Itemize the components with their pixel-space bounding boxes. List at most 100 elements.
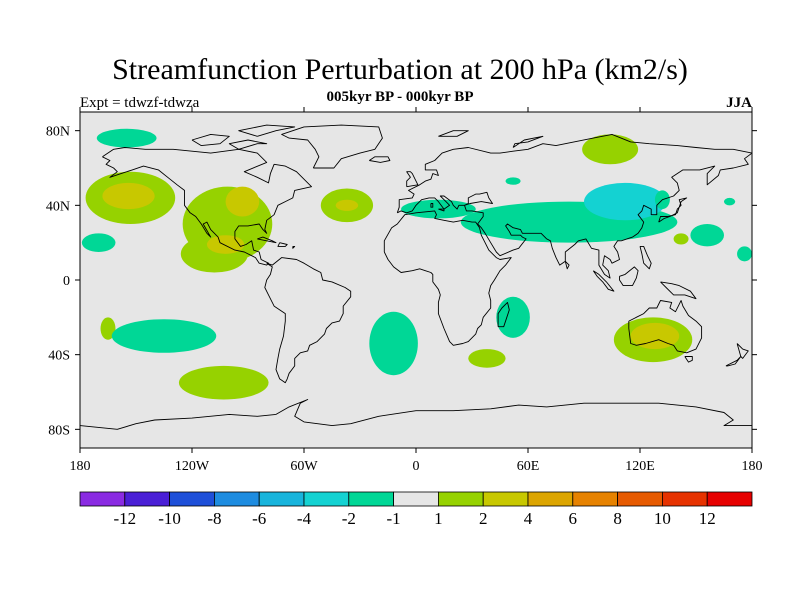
contour-regions <box>81 128 752 400</box>
colorbar: -12 -10 -8 -6 -4 -2 -1 1 2 4 6 8 10 12 <box>79 491 753 528</box>
colorbar-swatch-5 <box>303 491 350 507</box>
axis-ticks: 180 120W 60W 0 60E 120E 180 80N 40N 0 40S 80S <box>46 107 763 474</box>
coastline-17 <box>228 139 268 150</box>
contour-region-1 <box>102 182 155 210</box>
coastline-7 <box>80 399 752 430</box>
coastline-11 <box>619 266 639 287</box>
contour-region-17 <box>582 134 639 165</box>
contour-region-25 <box>630 322 680 350</box>
colorbar-label-9: 4 <box>524 509 533 528</box>
colorbar-swatch-2 <box>169 491 215 507</box>
colorbar-swatch-7 <box>393 491 439 507</box>
contour-region-6 <box>96 128 157 148</box>
coastline-1 <box>281 124 383 169</box>
colorbar-label-6: -1 <box>387 509 401 528</box>
colorbar-swatch-13 <box>662 491 708 507</box>
colorbar-swatch-6 <box>348 491 394 507</box>
coastline-4 <box>383 210 512 346</box>
colorbar-swatch-1 <box>124 491 171 507</box>
colorbar-label-7: 1 <box>434 509 443 528</box>
y-tick-label-2: 0 <box>63 274 70 289</box>
contour-region-9 <box>111 319 217 353</box>
contour-region-20 <box>724 197 736 206</box>
colorbar-swatch-11 <box>572 491 618 507</box>
x-tick-label-2: 60W <box>290 459 318 474</box>
map-background <box>80 112 752 448</box>
contour-region-7 <box>81 233 116 253</box>
contour-region-4 <box>225 186 260 217</box>
experiment-label: Expt = tdwzf-tdwza <box>80 95 200 111</box>
coastline-8 <box>406 171 419 188</box>
y-tick-label-1: 40N <box>46 199 70 214</box>
coastline-27 <box>684 356 693 363</box>
x-tick-label-0: 180 <box>70 459 91 474</box>
contour-region-21 <box>737 246 752 262</box>
x-tick-label-1: 120W <box>175 459 210 474</box>
coastline-0 <box>102 147 312 266</box>
coastline-2 <box>264 257 352 384</box>
colorbar-swatch-4 <box>258 491 305 507</box>
coastlines <box>80 124 752 430</box>
colorbar-label-0: -12 <box>113 509 136 528</box>
coastline-15 <box>736 343 749 359</box>
x-tick-label-3: 0 <box>413 459 420 474</box>
coastline-12 <box>660 281 697 300</box>
colorbar-label-4: -4 <box>297 509 312 528</box>
colorbar-swatch-14 <box>706 491 753 507</box>
coastline-28 <box>292 245 296 249</box>
coastline-13 <box>369 156 391 163</box>
coastline-6 <box>628 300 703 354</box>
coastline-21 <box>564 260 570 270</box>
coastline-16 <box>725 356 742 367</box>
contour-region-18 <box>505 177 521 185</box>
colorbar-swatch-12 <box>617 491 663 507</box>
coastline-9 <box>658 197 688 223</box>
coastline-18 <box>191 133 230 147</box>
x-tick-label-6: 180 <box>742 459 763 474</box>
coastline-19 <box>238 124 296 137</box>
colorbar-label-13: 12 <box>699 509 716 528</box>
colorbar-swatch-10 <box>527 491 574 507</box>
colorbar-label-1: -10 <box>158 509 181 528</box>
coastline-25 <box>430 203 434 208</box>
colorbar-label-12: 10 <box>654 509 671 528</box>
colorbar-swatch-9 <box>482 491 529 507</box>
coastline-3 <box>396 133 752 279</box>
colorbar-label-3: -6 <box>252 509 266 528</box>
coastline-14 <box>257 236 277 244</box>
colorbar-label-8: 2 <box>479 509 488 528</box>
coastline-26 <box>438 208 445 212</box>
contour-region-5 <box>206 235 245 254</box>
contour-region-10 <box>178 365 269 400</box>
y-tick-label-4: 80S <box>48 423 70 438</box>
coastline-24 <box>512 135 544 148</box>
coastline-5 <box>497 301 510 328</box>
map-title: Streamfunction Perturbation at 200 hPa (… <box>112 53 688 86</box>
x-tick-label-4: 60E <box>517 459 540 474</box>
colorbar-label-5: -2 <box>342 509 356 528</box>
map-subtitle: 005kyr BP - 000kyr BP <box>326 89 474 105</box>
contour-region-22 <box>496 296 530 338</box>
contour-region-12 <box>335 199 359 211</box>
contour-region-26 <box>690 224 724 247</box>
colorbar-swatch-3 <box>213 491 260 507</box>
colorbar-label-11: 8 <box>613 509 622 528</box>
contour-region-16 <box>584 182 667 221</box>
colorbar-swatch-0 <box>79 491 126 507</box>
season-label: JJA <box>726 95 752 111</box>
contour-region-13 <box>369 311 418 376</box>
colorbar-label-10: 6 <box>569 509 578 528</box>
coastline-23 <box>438 130 469 137</box>
y-tick-label-3: 40S <box>48 349 70 364</box>
contour-region-27 <box>673 233 689 245</box>
coastline-22 <box>277 242 288 247</box>
coastline-10 <box>592 270 615 292</box>
contour-region-15 <box>401 199 476 219</box>
x-tick-label-5: 120E <box>625 459 655 474</box>
contour-region-23 <box>468 349 506 368</box>
colorbar-label-2: -8 <box>207 509 221 528</box>
coastline-20 <box>639 245 652 270</box>
y-tick-label-0: 80N <box>46 125 70 140</box>
colorbar-swatch-8 <box>437 491 484 507</box>
